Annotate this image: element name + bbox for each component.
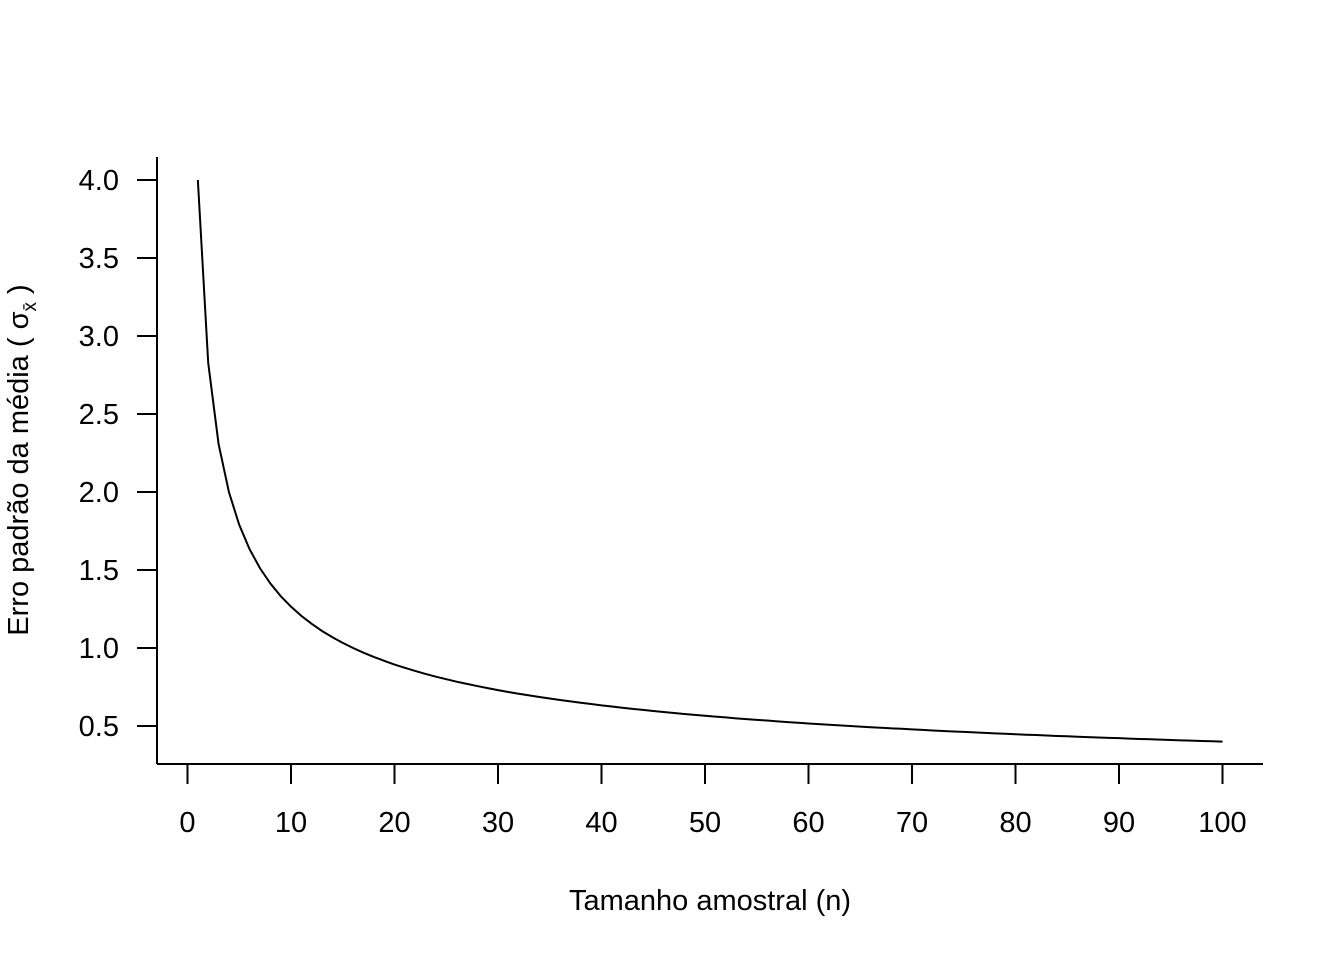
x-tick-label: 80 (999, 807, 1031, 839)
x-axis-title: Tamanho amostral (n) (569, 885, 851, 917)
y-axis-title: Erro padrão da média ( σx̄ ) (3, 284, 41, 635)
y-tick-label: 3.5 (79, 243, 119, 275)
x-tick-label: 90 (1103, 807, 1135, 839)
x-tick-label: 60 (792, 807, 824, 839)
x-tick-label: 70 (896, 807, 928, 839)
y-tick-label: 1.0 (79, 633, 119, 665)
y-axis-title-suffix: ) (3, 284, 35, 302)
x-axis-ticks: 0 10 20 30 40 50 60 70 80 90 100 (179, 764, 1247, 839)
x-tick-label: 10 (275, 807, 307, 839)
y-axis-title-subscript: x̄ (20, 302, 41, 312)
plot-area (196, 179, 1223, 743)
y-tick-label: 2.5 (79, 399, 119, 431)
x-tick-label: 40 (585, 807, 617, 839)
axes: 0 10 20 30 40 50 60 70 80 90 100 0.5 1.0 1.5 2.0 2.5 3.… (79, 157, 1263, 839)
x-tick-label: 50 (689, 807, 721, 839)
y-tick-label: 3.0 (79, 321, 119, 353)
x-tick-label: 0 (179, 807, 195, 839)
y-axis-ticks: 0.5 1.0 1.5 2.0 2.5 3.0 3.5 4.0 (79, 165, 157, 743)
y-axis-title-prefix: Erro padrão da média ( σ (3, 311, 35, 635)
y-tick-label: 2.0 (79, 477, 119, 509)
y-tick-label: 0.5 (79, 711, 119, 743)
series-line (196, 179, 1223, 743)
y-tick-label: 1.5 (79, 555, 119, 587)
x-tick-label: 30 (482, 807, 514, 839)
y-tick-label: 4.0 (79, 165, 119, 197)
x-tick-label: 100 (1198, 807, 1246, 839)
x-tick-label: 20 (378, 807, 410, 839)
